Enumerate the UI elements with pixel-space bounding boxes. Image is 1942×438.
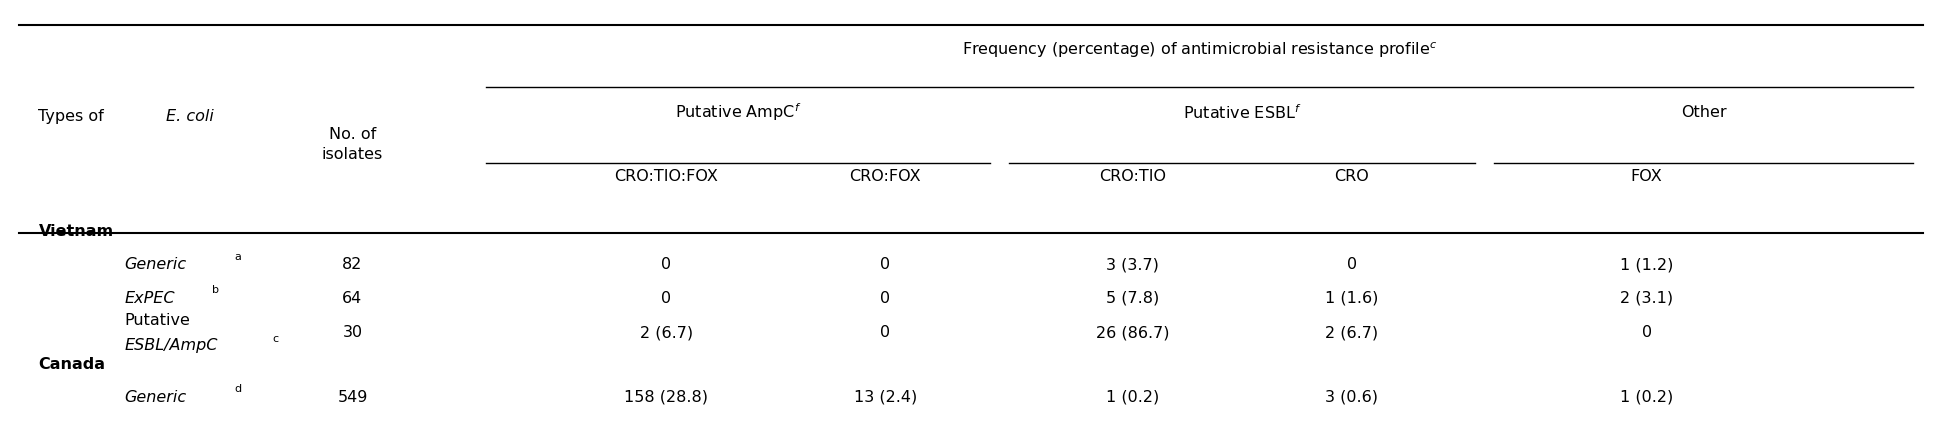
Text: 3 (0.6): 3 (0.6) bbox=[1324, 390, 1379, 405]
Text: E. coli: E. coli bbox=[165, 110, 214, 124]
Text: 0: 0 bbox=[880, 258, 891, 272]
Text: 158 (28.8): 158 (28.8) bbox=[625, 390, 709, 405]
Text: CRO:FOX: CRO:FOX bbox=[849, 169, 921, 184]
Text: 0: 0 bbox=[662, 290, 672, 306]
Text: Putative ESBL$^f$: Putative ESBL$^f$ bbox=[1183, 103, 1301, 122]
Text: 1 (0.2): 1 (0.2) bbox=[1620, 390, 1674, 405]
Text: Generic: Generic bbox=[124, 258, 186, 272]
Text: 26 (86.7): 26 (86.7) bbox=[1095, 325, 1169, 340]
Text: CRO:TIO: CRO:TIO bbox=[1099, 169, 1167, 184]
Text: 82: 82 bbox=[342, 258, 363, 272]
Text: 2 (6.7): 2 (6.7) bbox=[641, 325, 693, 340]
Text: 1 (1.6): 1 (1.6) bbox=[1324, 290, 1379, 306]
Text: 30: 30 bbox=[342, 325, 363, 340]
Text: Generic: Generic bbox=[124, 390, 186, 405]
Text: 64: 64 bbox=[342, 290, 363, 306]
Text: 2 (3.1): 2 (3.1) bbox=[1620, 290, 1674, 306]
Text: 0: 0 bbox=[1641, 325, 1653, 340]
Text: 0: 0 bbox=[880, 325, 891, 340]
Text: 549: 549 bbox=[338, 390, 367, 405]
Text: 3 (3.7): 3 (3.7) bbox=[1107, 258, 1159, 272]
Text: 2 (6.7): 2 (6.7) bbox=[1324, 325, 1379, 340]
Text: CRO: CRO bbox=[1334, 169, 1369, 184]
Text: ESBL/AmpC: ESBL/AmpC bbox=[124, 338, 218, 353]
Text: ExPEC: ExPEC bbox=[124, 290, 175, 306]
Text: Putative AmpC$^f$: Putative AmpC$^f$ bbox=[674, 102, 800, 123]
Text: 0: 0 bbox=[662, 258, 672, 272]
Text: c: c bbox=[272, 334, 278, 344]
Text: 0: 0 bbox=[1346, 258, 1357, 272]
Text: a: a bbox=[235, 252, 241, 262]
Text: 5 (7.8): 5 (7.8) bbox=[1107, 290, 1159, 306]
Text: FOX: FOX bbox=[1631, 169, 1662, 184]
Text: Vietnam: Vietnam bbox=[39, 224, 113, 239]
Text: 1 (0.2): 1 (0.2) bbox=[1107, 390, 1159, 405]
Text: d: d bbox=[235, 384, 241, 394]
Text: Frequency (percentage) of antimicrobial resistance profile$^c$: Frequency (percentage) of antimicrobial … bbox=[961, 40, 1437, 60]
Text: b: b bbox=[212, 285, 219, 295]
Text: Other: Other bbox=[1682, 105, 1726, 120]
Text: No. of
isolates: No. of isolates bbox=[322, 127, 383, 162]
Text: 13 (2.4): 13 (2.4) bbox=[854, 390, 917, 405]
Text: CRO:TIO:FOX: CRO:TIO:FOX bbox=[614, 169, 719, 184]
Text: 1 (1.2): 1 (1.2) bbox=[1620, 258, 1674, 272]
Text: Types of: Types of bbox=[39, 110, 109, 124]
Text: 0: 0 bbox=[880, 290, 891, 306]
Text: Putative: Putative bbox=[124, 313, 190, 328]
Text: Canada: Canada bbox=[39, 357, 105, 372]
